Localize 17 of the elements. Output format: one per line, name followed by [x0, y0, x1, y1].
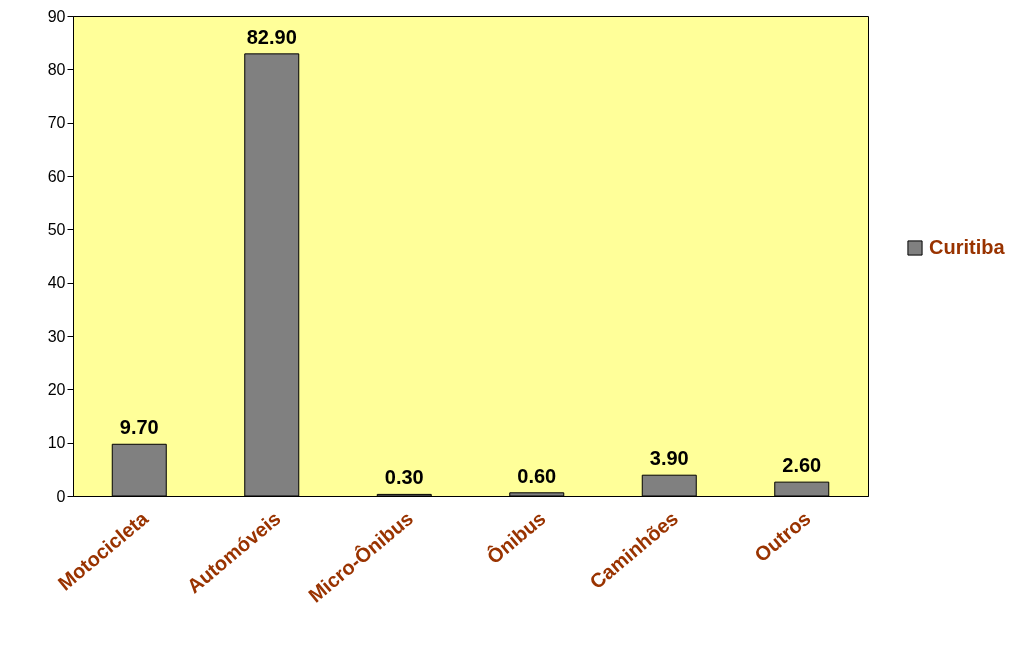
- y-tick-label: 0: [56, 487, 66, 505]
- data-label: 9.70: [119, 416, 159, 439]
- y-tick-label: 90: [47, 7, 66, 25]
- data-label: 0.60: [517, 464, 557, 487]
- y-tick-label: 70: [47, 114, 66, 132]
- data-label: 82.90: [246, 25, 297, 48]
- y-tick-label: 80: [47, 60, 66, 78]
- legend-label: Curitiba: [929, 236, 1006, 258]
- y-tick-label: 10: [47, 434, 66, 452]
- y-tick-label: 60: [47, 167, 66, 185]
- data-label: 0.30: [384, 466, 424, 489]
- y-tick-label: 30: [47, 327, 66, 345]
- data-label: 2.60: [782, 454, 822, 477]
- y-tick-label: 20: [47, 380, 66, 398]
- y-tick-label: 40: [47, 274, 66, 292]
- data-label: 3.90: [649, 447, 689, 470]
- y-tick-label: 50: [47, 220, 66, 238]
